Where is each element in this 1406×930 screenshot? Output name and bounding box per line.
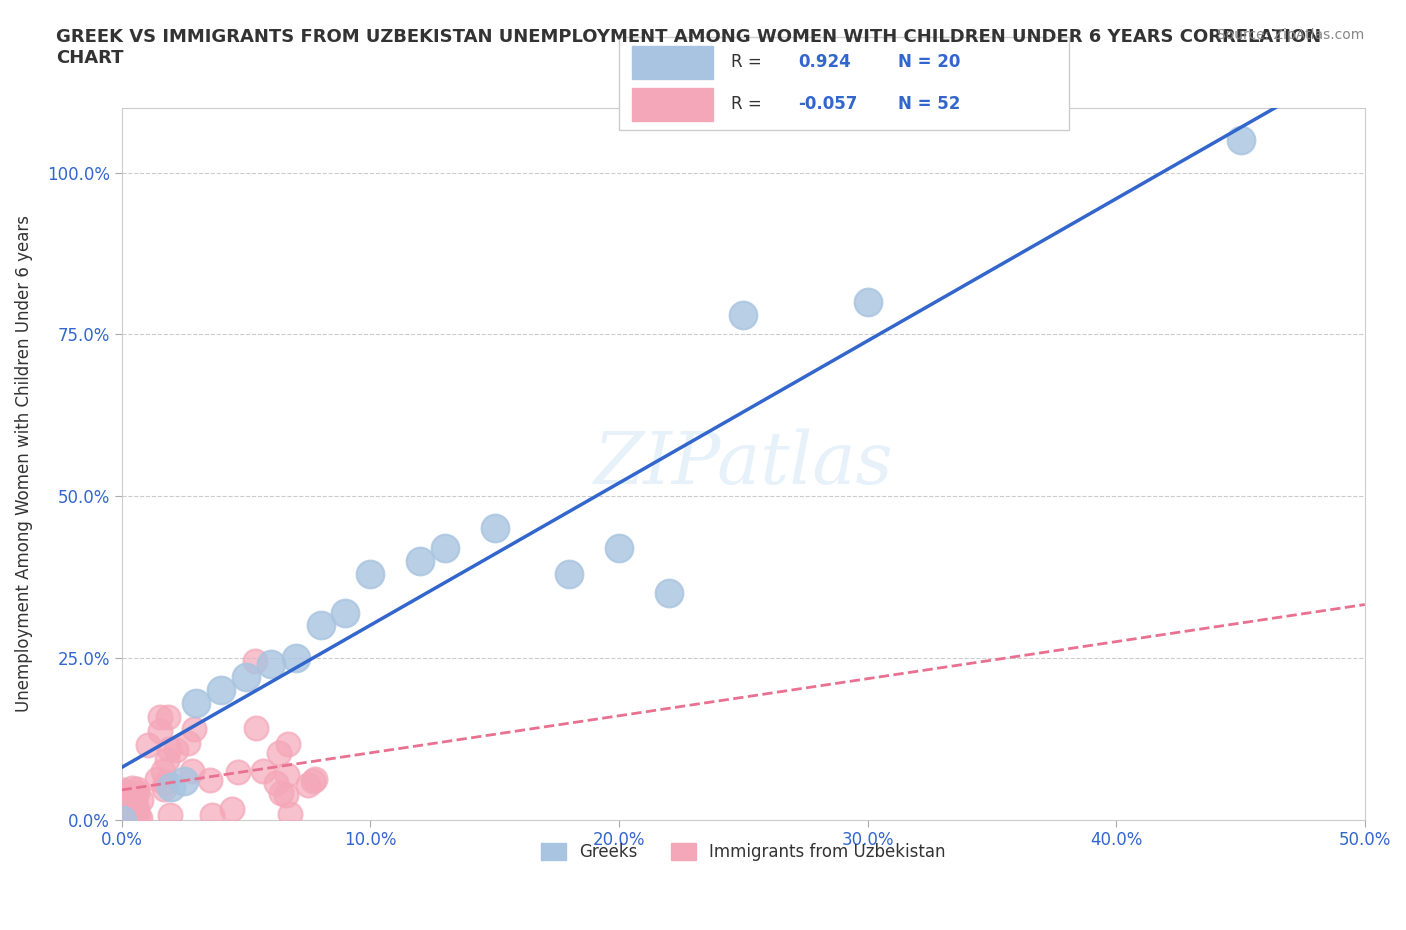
- Point: [159, 807, 181, 822]
- Point: [297, 777, 319, 792]
- Point: [274, 788, 297, 803]
- Point: [409, 553, 432, 568]
- Point: [165, 742, 187, 757]
- Text: GREEK VS IMMIGRANTS FROM UZBEKISTAN UNEMPLOYMENT AMONG WOMEN WITH CHILDREN UNDER: GREEK VS IMMIGRANTS FROM UZBEKISTAN UNEM…: [56, 28, 1322, 67]
- Point: [125, 798, 148, 813]
- Point: [309, 618, 332, 633]
- Point: [198, 773, 221, 788]
- Text: 0.924: 0.924: [799, 53, 852, 72]
- Point: [270, 786, 292, 801]
- Point: [112, 783, 135, 798]
- Point: [1229, 133, 1251, 148]
- Point: [484, 521, 506, 536]
- Point: [125, 786, 148, 801]
- Y-axis label: Unemployment Among Women with Children Under 6 years: Unemployment Among Women with Children U…: [15, 215, 32, 712]
- Point: [146, 772, 169, 787]
- Point: [228, 764, 250, 779]
- Point: [114, 786, 136, 801]
- Point: [221, 802, 243, 817]
- Point: [156, 752, 179, 767]
- Point: [124, 795, 146, 810]
- Point: [243, 654, 266, 669]
- Point: [335, 605, 357, 620]
- Text: N = 52: N = 52: [897, 95, 960, 113]
- Legend: Greeks, Immigrants from Uzbekistan: Greeks, Immigrants from Uzbekistan: [534, 837, 952, 868]
- Point: [149, 710, 172, 724]
- Point: [160, 779, 183, 794]
- Point: [152, 781, 174, 796]
- Point: [136, 738, 159, 753]
- Point: [186, 696, 208, 711]
- Point: [209, 683, 232, 698]
- Point: [235, 670, 257, 684]
- Point: [359, 566, 381, 581]
- FancyBboxPatch shape: [633, 88, 713, 121]
- Point: [157, 741, 180, 756]
- Text: N = 20: N = 20: [897, 53, 960, 72]
- Point: [302, 774, 325, 789]
- Point: [129, 793, 152, 808]
- Point: [129, 811, 152, 826]
- Point: [127, 809, 149, 824]
- Point: [153, 776, 176, 790]
- Point: [125, 804, 148, 818]
- Point: [284, 650, 307, 665]
- Point: [124, 800, 146, 815]
- Point: [125, 781, 148, 796]
- Point: [149, 724, 172, 738]
- Text: R =: R =: [731, 53, 768, 72]
- Point: [183, 722, 205, 737]
- Point: [733, 308, 755, 323]
- Point: [260, 657, 283, 671]
- Point: [277, 737, 299, 751]
- Point: [607, 540, 630, 555]
- Point: [201, 808, 224, 823]
- Point: [280, 807, 302, 822]
- Point: [856, 295, 879, 310]
- Text: R =: R =: [731, 95, 768, 113]
- Text: ZIPatlas: ZIPatlas: [593, 429, 893, 499]
- Point: [177, 736, 200, 751]
- Point: [252, 764, 274, 778]
- Point: [304, 772, 326, 787]
- Point: [180, 764, 202, 778]
- Point: [121, 801, 143, 816]
- Point: [267, 746, 290, 761]
- Point: [173, 773, 195, 788]
- Point: [156, 710, 179, 724]
- Point: [111, 807, 134, 822]
- Text: -0.057: -0.057: [799, 95, 858, 113]
- Point: [558, 566, 581, 581]
- Point: [245, 721, 267, 736]
- FancyBboxPatch shape: [633, 46, 713, 79]
- Point: [264, 776, 287, 790]
- Point: [114, 792, 136, 807]
- Point: [121, 780, 143, 795]
- Point: [276, 767, 298, 782]
- Point: [111, 812, 134, 827]
- Point: [115, 797, 138, 812]
- Text: Source: ZipAtlas.com: Source: ZipAtlas.com: [1216, 28, 1364, 42]
- Point: [125, 802, 148, 817]
- Point: [117, 787, 139, 802]
- FancyBboxPatch shape: [619, 37, 1069, 130]
- Point: [433, 540, 456, 555]
- Point: [111, 811, 134, 826]
- Point: [122, 803, 145, 817]
- Point: [152, 764, 174, 778]
- Point: [658, 586, 681, 601]
